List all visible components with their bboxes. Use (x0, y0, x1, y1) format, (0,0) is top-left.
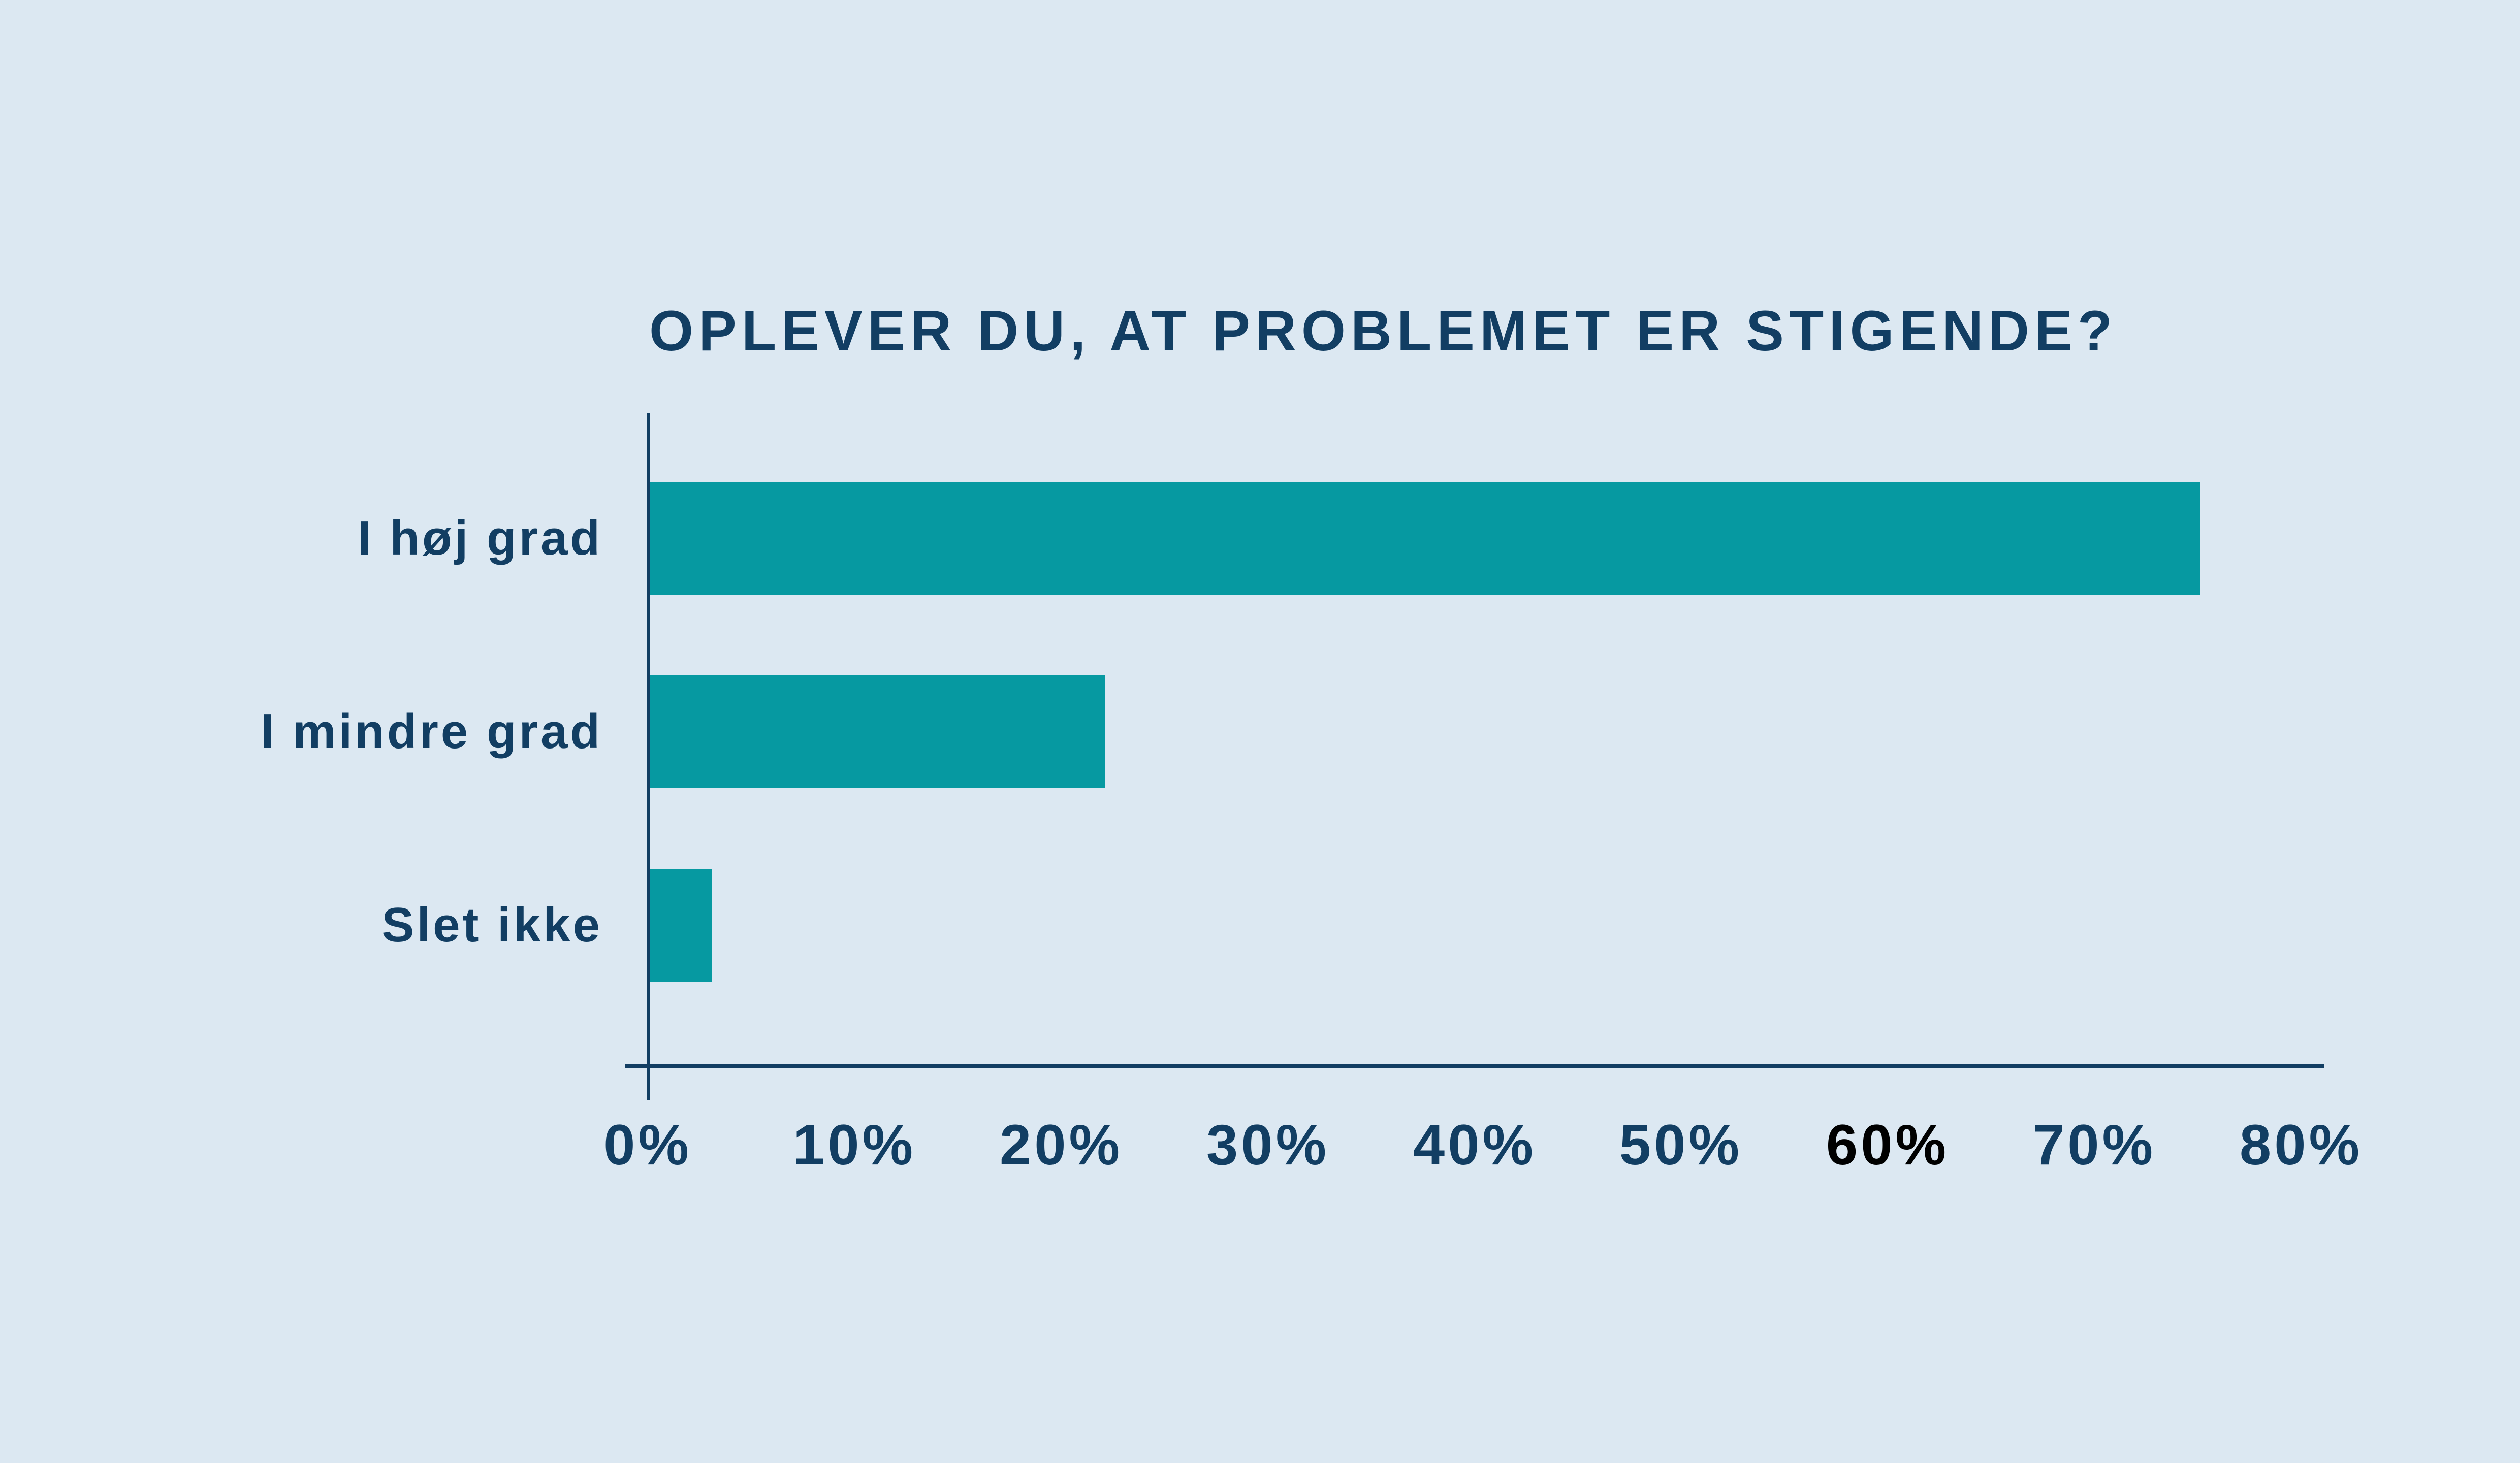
x-tick-label: 40% (1413, 1113, 1537, 1177)
x-tick-label: 30% (1206, 1113, 1330, 1177)
x-tick-label: 20% (999, 1113, 1123, 1177)
chart-title: OPLEVER DU, AT PROBLEMET ER STIGENDE? (649, 299, 2118, 363)
x-tick-label: 10% (792, 1113, 916, 1177)
x-tick-label: 50% (1619, 1113, 1743, 1177)
y-axis-line (647, 413, 650, 1100)
bar-2 (650, 675, 1105, 788)
category-label: Slet ikke (381, 898, 602, 952)
category-label: I mindre grad (260, 704, 602, 759)
x-tick-label: 80% (2239, 1113, 2363, 1177)
bar-3 (650, 869, 712, 982)
x-axis-line (625, 1064, 2324, 1068)
category-label: I høj grad (358, 511, 602, 565)
x-tick-label: 70% (2032, 1113, 2156, 1177)
bar-1 (650, 482, 2200, 595)
x-tick-label: 0% (603, 1113, 692, 1177)
x-tick-label: 60% (1826, 1113, 1950, 1177)
